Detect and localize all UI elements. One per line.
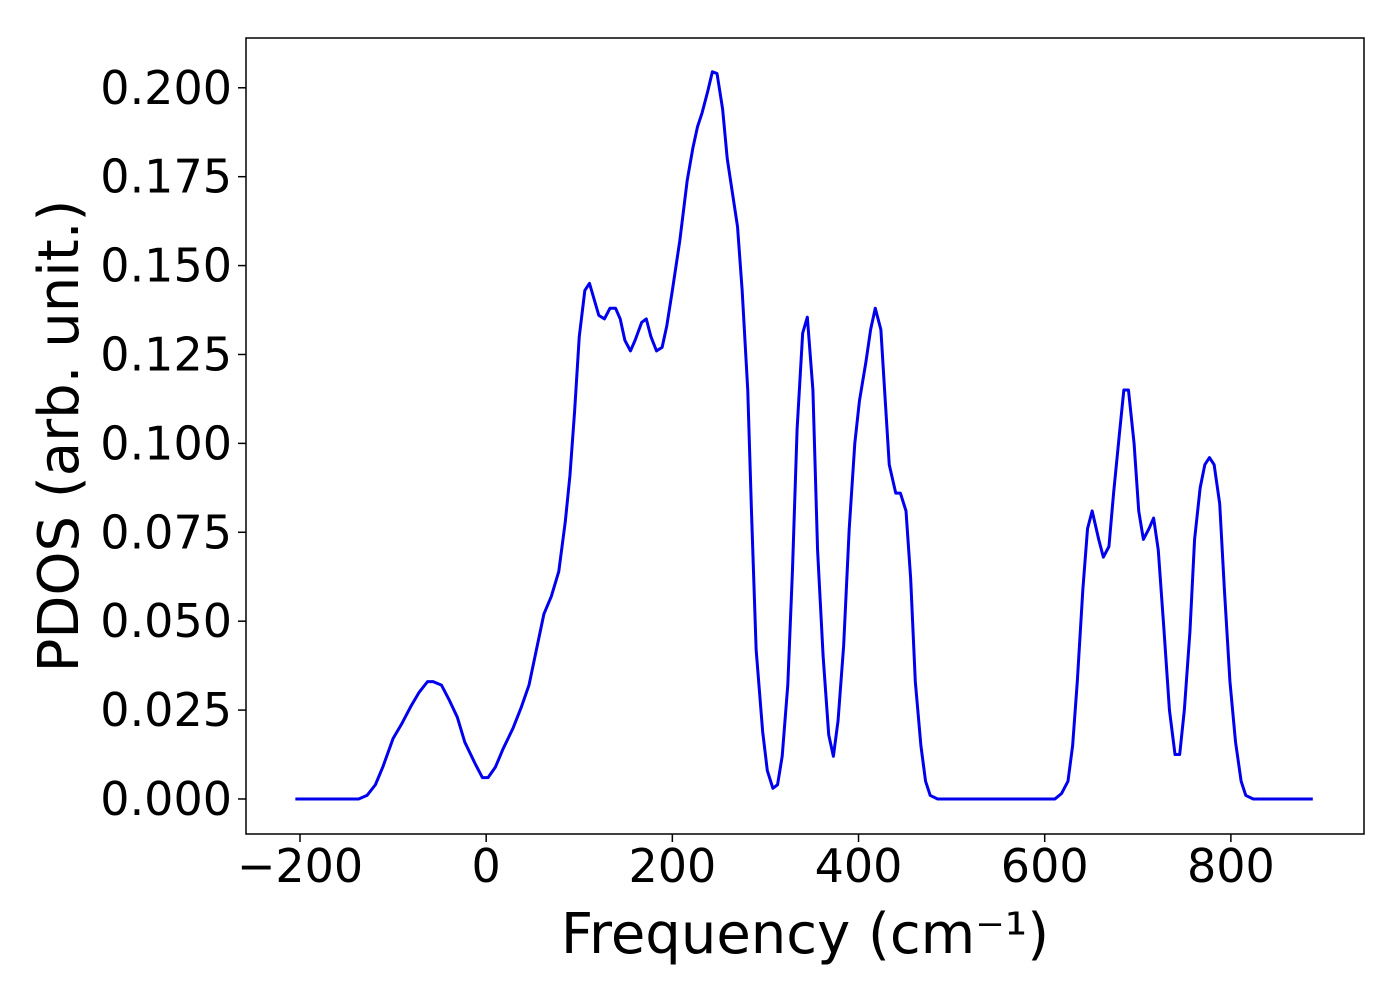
y-tick-label: 0.125 — [100, 327, 232, 381]
y-tick-label: 0.025 — [100, 683, 232, 737]
x-tick-label: 800 — [1187, 839, 1275, 893]
x-axis-label: Frequency (cm⁻¹) — [561, 902, 1049, 967]
y-tick-label: 0.150 — [100, 239, 232, 293]
y-tick-label: 0.200 — [100, 61, 232, 115]
y-tick-label: 0.075 — [100, 505, 232, 559]
x-tick-label: 600 — [1001, 839, 1089, 893]
x-tick-label: −200 — [237, 839, 363, 893]
y-axis-label: PDOS (arb. unit.) — [27, 200, 92, 673]
x-tick-label: 400 — [815, 839, 903, 893]
data-line — [295, 70, 1313, 801]
x-tick-label: 200 — [628, 839, 716, 893]
y-tick-label: 0.175 — [100, 150, 232, 204]
x-tick-label: 0 — [472, 839, 501, 893]
y-tick-label: 0.000 — [100, 772, 232, 826]
y-tick-label: 0.100 — [100, 416, 232, 470]
y-tick-label: 0.050 — [100, 594, 232, 648]
plot-frame — [245, 37, 1365, 835]
